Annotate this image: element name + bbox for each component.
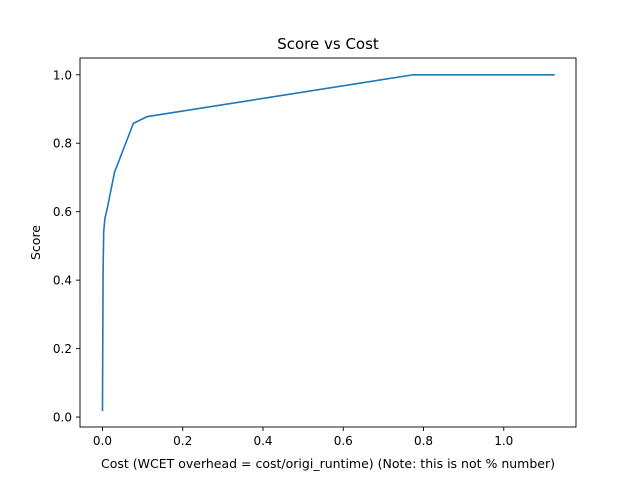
y-tick-label: 0.6 (53, 205, 72, 219)
plot-frame (79, 57, 577, 428)
y-axis-ticks: 0.0 0.2 0.4 0.6 0.8 1.0 (53, 68, 80, 425)
x-tick-label: 0.0 (93, 434, 112, 448)
x-axis-label: Cost (WCET overhead = cost/origi_runtime… (101, 456, 555, 471)
chart-title: Score vs Cost (277, 35, 379, 53)
y-tick-label: 0.2 (53, 342, 72, 356)
x-tick-label: 0.8 (414, 434, 433, 448)
series-layer (101, 73, 555, 412)
y-tick-label: 0.4 (53, 274, 72, 288)
y-tick-label: 0.8 (53, 137, 72, 151)
x-tick-label: 0.6 (334, 434, 353, 448)
y-tick-label: 0.0 (53, 411, 72, 425)
x-tick-label: 0.2 (173, 434, 192, 448)
y-tick-label: 1.0 (53, 68, 72, 82)
y-axis-label: Score (28, 225, 43, 260)
x-axis-ticks: 0.0 0.2 0.4 0.6 0.8 1.0 (93, 427, 513, 448)
x-tick-label: 1.0 (494, 434, 513, 448)
series-line (101, 73, 555, 412)
x-tick-label: 0.4 (253, 434, 272, 448)
